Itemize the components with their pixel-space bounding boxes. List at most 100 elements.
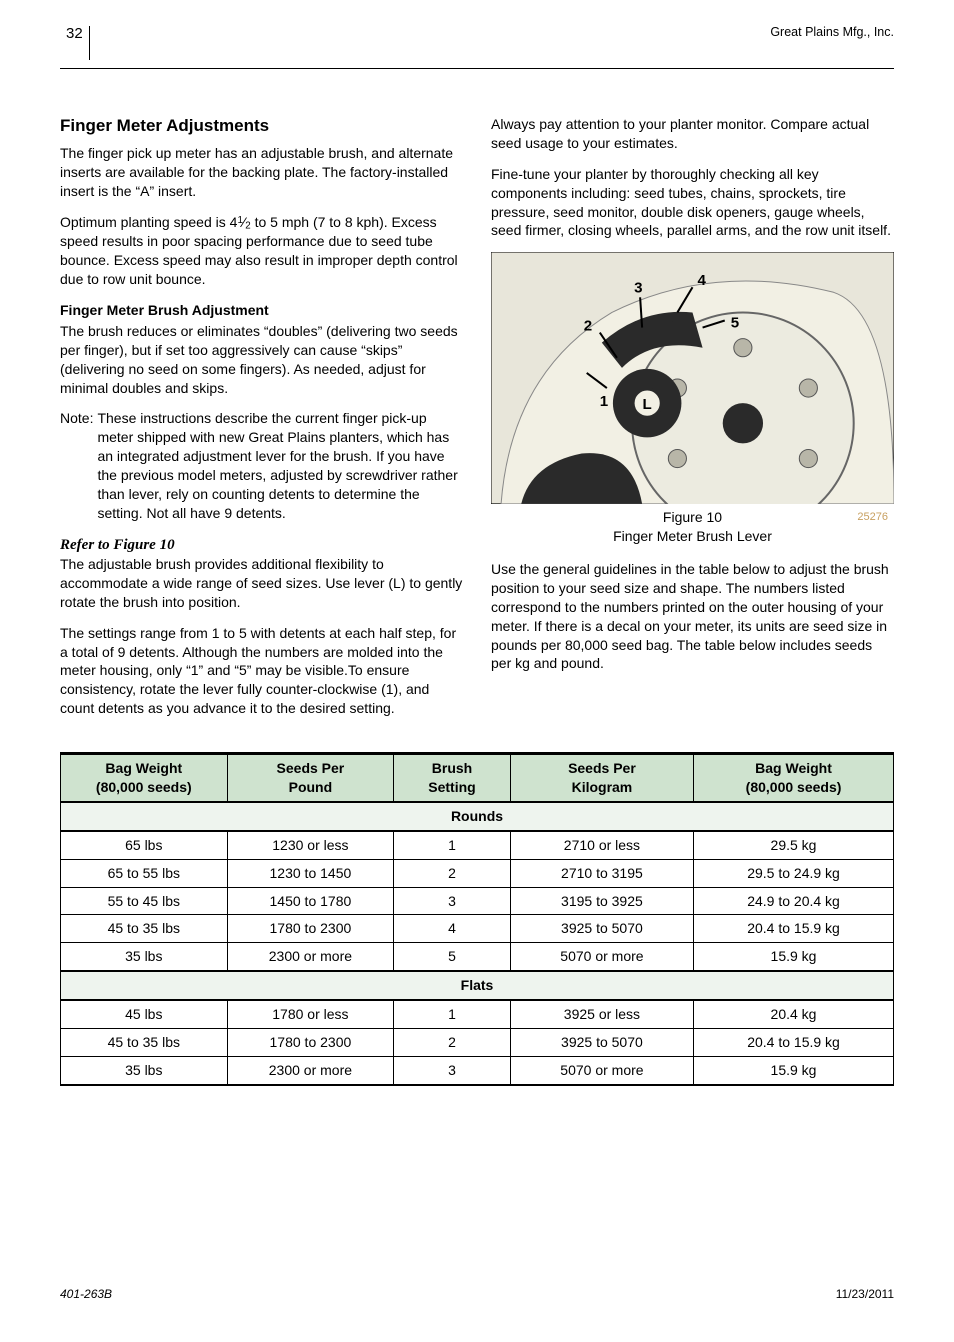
p2-pre: Optimum planting speed is 4: [60, 214, 237, 230]
table-cell: 5070 or more: [510, 943, 693, 971]
table-cell: 1: [394, 1000, 511, 1028]
lever-paragraph-2: The settings range from 1 to 5 with dete…: [60, 624, 463, 718]
table-cell: 20.4 to 15.9 kg: [694, 915, 894, 943]
table-section-row: Rounds: [61, 802, 894, 831]
th-seeds-kg-sub: Kilogram: [510, 778, 693, 802]
table-cell: 29.5 kg: [694, 831, 894, 859]
th-seeds-pound: Seeds Per: [227, 754, 394, 778]
svg-text:4: 4: [698, 273, 707, 290]
table-section-label: Flats: [61, 971, 894, 1000]
th-brush-sub: Setting: [394, 778, 511, 802]
table-cell: 2710 or less: [510, 831, 693, 859]
section-title: Finger Meter Adjustments: [60, 115, 463, 138]
right-column: Always pay attention to your planter mon…: [491, 115, 894, 730]
table-section-label: Rounds: [61, 802, 894, 831]
page-footer: 401-263B 11/23/2011: [60, 1286, 894, 1302]
table-cell: 20.4 to 15.9 kg: [694, 1029, 894, 1057]
table-cell: 20.4 kg: [694, 1000, 894, 1028]
table-cell: 1230 to 1450: [227, 859, 394, 887]
table-cell: 1: [394, 831, 511, 859]
table-intro-paragraph: Use the general guidelines in the table …: [491, 560, 894, 673]
table-cell: 3: [394, 1056, 511, 1084]
page-header: 32 Great Plains Mfg., Inc.: [60, 24, 894, 60]
table-cell: 4: [394, 915, 511, 943]
table-cell: 45 to 35 lbs: [61, 915, 228, 943]
brush-paragraph: The brush reduces or eliminates “doubles…: [60, 322, 463, 398]
figure-caption: 25276 Figure 10 Finger Meter Brush Lever: [491, 508, 894, 546]
two-column-body: Finger Meter Adjustments The finger pick…: [60, 115, 894, 730]
table-row: 45 to 35 lbs1780 to 230023925 to 507020.…: [61, 1029, 894, 1057]
table-row: 45 to 35 lbs1780 to 230043925 to 507020.…: [61, 915, 894, 943]
table-cell: 2: [394, 1029, 511, 1057]
refer-figure: Refer to Figure 10: [60, 535, 463, 555]
table-row: 55 to 45 lbs1450 to 178033195 to 392524.…: [61, 887, 894, 915]
doc-date: 11/23/2011: [836, 1286, 894, 1302]
th-bag-weight-lbs: Bag Weight: [61, 754, 228, 778]
th-brush: Brush: [394, 754, 511, 778]
page-number: 32: [66, 24, 83, 44]
svg-text:1: 1: [600, 393, 608, 410]
table-cell: 2300 or more: [227, 943, 394, 971]
monitor-paragraph: Always pay attention to your planter mon…: [491, 115, 894, 153]
table-cell: 3925 to 5070: [510, 915, 693, 943]
note-block: Note: These instructions describe the cu…: [60, 409, 463, 522]
table-row: 35 lbs2300 or more55070 or more15.9 kg: [61, 943, 894, 971]
note-label: Note:: [60, 409, 97, 522]
finetune-paragraph: Fine-tune your planter by thoroughly che…: [491, 165, 894, 241]
table-cell: 65 lbs: [61, 831, 228, 859]
table-cell: 3925 to 5070: [510, 1029, 693, 1057]
table-cell: 3: [394, 887, 511, 915]
table-section-row: Flats: [61, 971, 894, 1000]
th-seeds-kg: Seeds Per: [510, 754, 693, 778]
table-row: 65 to 55 lbs1230 to 145022710 to 319529.…: [61, 859, 894, 887]
figure-title: Finger Meter Brush Lever: [491, 527, 894, 546]
th-seeds-pound-sub: Pound: [227, 778, 394, 802]
table-header: Bag Weight Seeds Per Brush Seeds Per Bag…: [61, 754, 894, 802]
page-number-bar: [89, 26, 91, 60]
table-cell: 55 to 45 lbs: [61, 887, 228, 915]
svg-text:2: 2: [584, 318, 592, 335]
svg-text:L: L: [643, 397, 652, 414]
th-bag-weight-kg: Bag Weight: [694, 754, 894, 778]
svg-text:5: 5: [731, 315, 739, 332]
table-cell: 45 to 35 lbs: [61, 1029, 228, 1057]
table-cell: 29.5 to 24.9 kg: [694, 859, 894, 887]
table-body: Rounds65 lbs1230 or less12710 or less29.…: [61, 802, 894, 1085]
svg-text:3: 3: [634, 280, 642, 297]
table-cell: 5: [394, 943, 511, 971]
table-cell: 1780 to 2300: [227, 1029, 394, 1057]
brush-setting-table: Bag Weight Seeds Per Brush Seeds Per Bag…: [60, 752, 894, 1086]
table-cell: 24.9 to 20.4 kg: [694, 887, 894, 915]
table-row: 65 lbs1230 or less12710 or less29.5 kg: [61, 831, 894, 859]
table-cell: 1450 to 1780: [227, 887, 394, 915]
figure-number: Figure 10: [491, 508, 894, 527]
table-cell: 35 lbs: [61, 943, 228, 971]
table-cell: 2710 to 3195: [510, 859, 693, 887]
lever-paragraph-1: The adjustable brush provides additional…: [60, 555, 463, 612]
left-column: Finger Meter Adjustments The finger pick…: [60, 115, 463, 730]
header-rule: [60, 68, 894, 69]
table-cell: 15.9 kg: [694, 1056, 894, 1084]
intro-paragraph-1: The finger pick up meter has an adjustab…: [60, 144, 463, 201]
figure-id: 25276: [857, 510, 888, 525]
table-cell: 1780 or less: [227, 1000, 394, 1028]
note-body: These instructions describe the current …: [97, 409, 463, 522]
table-cell: 35 lbs: [61, 1056, 228, 1084]
intro-paragraph-2: Optimum planting speed is 41⁄2 to 5 mph …: [60, 213, 463, 289]
fraction-half: 1⁄2: [237, 214, 250, 230]
brush-subheading: Finger Meter Brush Adjustment: [60, 301, 463, 320]
th-bag-weight-lbs-sub: (80,000 seeds): [61, 778, 228, 802]
page-number-block: 32: [60, 24, 90, 60]
table-cell: 5070 or more: [510, 1056, 693, 1084]
table-cell: 15.9 kg: [694, 943, 894, 971]
table-cell: 1780 to 2300: [227, 915, 394, 943]
figure-10: 1 2 3 4 5 L 25276 Figure 10 Finger Meter…: [491, 252, 894, 546]
table-row: 45 lbs1780 or less13925 or less20.4 kg: [61, 1000, 894, 1028]
company-name: Great Plains Mfg., Inc.: [770, 24, 894, 41]
table-cell: 3925 or less: [510, 1000, 693, 1028]
table-cell: 2: [394, 859, 511, 887]
table-cell: 2300 or more: [227, 1056, 394, 1084]
table-cell: 3195 to 3925: [510, 887, 693, 915]
table-row: 35 lbs2300 or more35070 or more15.9 kg: [61, 1056, 894, 1084]
table-cell: 45 lbs: [61, 1000, 228, 1028]
